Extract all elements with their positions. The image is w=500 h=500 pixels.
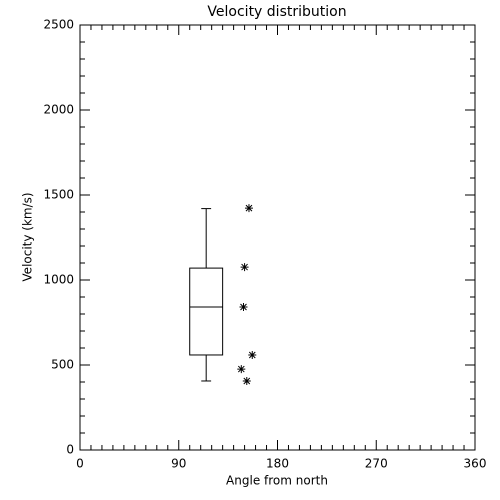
outlier [240,263,249,272]
x-axis-label: Angle from north [226,474,328,488]
outlier [244,204,253,213]
outlier [239,303,248,312]
y-tick-label: 1000 [43,273,74,287]
chart-title: Velocity distribution [207,4,346,20]
plot-frame [79,24,476,451]
y-tick-label: 2000 [43,103,74,117]
box [189,267,224,356]
x-tick-label: 360 [464,457,487,471]
x-tick-label: 90 [171,457,186,471]
y-tick-label: 500 [51,358,74,372]
outlier [237,365,246,374]
y-tick-label: 2500 [43,18,74,32]
x-tick-label: 0 [76,457,84,471]
y-tick-label: 1500 [43,188,74,202]
outlier [248,350,257,359]
y-axis-label: Velocity (km/s) [21,192,35,281]
x-tick-label: 270 [365,457,388,471]
y-tick-label: 0 [66,443,74,457]
outlier [242,376,251,385]
x-tick-label: 180 [266,457,289,471]
